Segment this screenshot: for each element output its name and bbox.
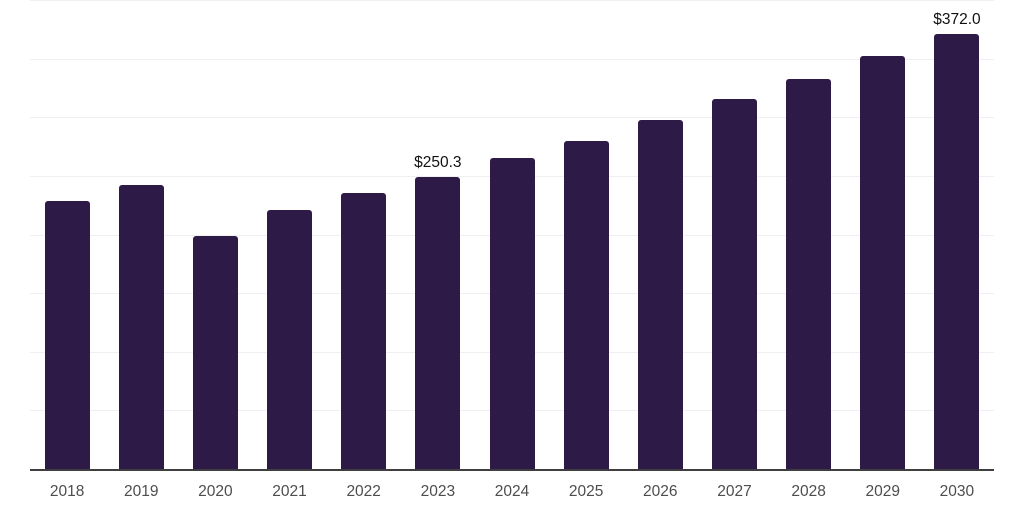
plot-area: $250.3 $372.0 (30, 0, 994, 471)
x-tick-label-2029: 2029 (865, 483, 900, 500)
x-axis: 2018 2019 2020 2021 2022 2023 2024 2025 2026 2027… (30, 482, 994, 504)
bar-2029 (860, 56, 906, 470)
x-tick-label-2022: 2022 (346, 483, 381, 500)
bar-value-label-2030: $372.0 (933, 10, 981, 28)
x-tick-label-2028: 2028 (791, 483, 826, 500)
x-tick-label-2025: 2025 (568, 483, 604, 500)
x-tick-label-2024: 2024 (494, 483, 530, 500)
gridline (30, 58, 994, 60)
bar-value-label-2023: $250.3 (414, 153, 462, 171)
bar-2026 (637, 120, 683, 470)
x-tick-label-2019: 2019 (123, 483, 159, 500)
bar-2022 (341, 192, 387, 470)
x-tick-label-2030: 2030 (939, 483, 975, 500)
x-tick-label-2018: 2018 (49, 483, 85, 500)
bar-2030 (934, 33, 980, 470)
bar-2019 (118, 185, 164, 470)
bar-2024 (489, 158, 535, 470)
x-tick-label-2026: 2026 (643, 483, 678, 500)
bar-2018 (44, 201, 90, 470)
x-tick-label-2021: 2021 (272, 483, 307, 500)
gridline (30, 0, 994, 1)
x-axis-line (30, 469, 994, 471)
bar-2021 (267, 210, 313, 470)
bar-2023 (415, 176, 461, 470)
bar-2020 (192, 236, 238, 470)
x-tick-label-2020: 2020 (198, 483, 233, 500)
x-tick-label-2023: 2023 (420, 483, 456, 500)
bar-2027 (711, 99, 757, 470)
bar-2025 (563, 140, 609, 470)
bar-2028 (786, 78, 832, 470)
gridline (30, 117, 994, 119)
x-tick-label-2027: 2027 (717, 483, 752, 500)
